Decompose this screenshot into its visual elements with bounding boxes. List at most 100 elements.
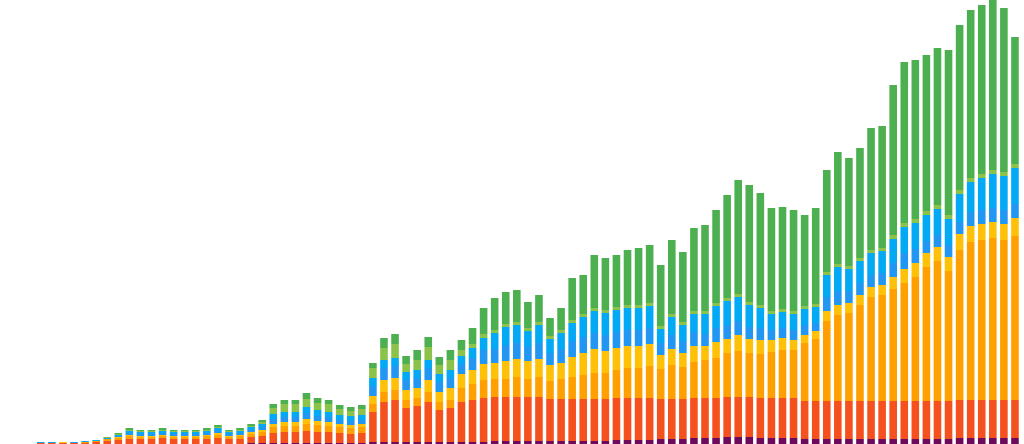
bar-segment — [380, 348, 388, 360]
bar-segment — [413, 398, 421, 406]
bar-segment — [369, 363, 377, 368]
bar-segment — [1000, 8, 1008, 172]
bar-segment — [789, 438, 798, 444]
bar-segment — [435, 442, 444, 444]
bar-segment — [845, 303, 853, 313]
bar-segment — [280, 404, 289, 412]
bar-segment — [546, 339, 554, 353]
bar-segment — [413, 350, 421, 360]
bar-segment — [623, 440, 632, 444]
bar-segment — [225, 437, 233, 439]
bar-segment — [180, 432, 189, 434]
bar-segment — [989, 238, 997, 400]
bar-segment — [435, 410, 444, 442]
bar-segment — [933, 261, 942, 401]
bar-segment — [203, 433, 211, 435]
bar-segment — [911, 60, 920, 219]
bar-segment — [479, 338, 488, 350]
bar-segment — [867, 287, 875, 297]
bar-segment — [513, 325, 521, 343]
bar-segment — [457, 340, 466, 350]
bar-segment — [568, 399, 576, 441]
bar-segment — [634, 305, 643, 308]
bar-segment — [302, 419, 311, 424]
bar-segment — [845, 158, 853, 266]
bar-segment — [457, 364, 466, 374]
bar-segment — [977, 224, 986, 240]
bar-segment — [579, 353, 588, 375]
bar-segment — [391, 334, 399, 344]
bar-segment — [656, 399, 665, 439]
bar-segment — [114, 434, 123, 435]
bar-segment — [269, 404, 278, 408]
bar-segment — [313, 425, 322, 432]
bar-segment — [856, 258, 864, 261]
bar-segment — [513, 359, 521, 377]
bar-segment — [535, 343, 543, 359]
bar-segment — [557, 308, 565, 330]
bar-segment — [269, 419, 278, 424]
bar-segment — [800, 325, 809, 335]
bar-segment — [313, 416, 322, 421]
bar-segment — [136, 437, 145, 439]
bar-segment — [114, 440, 123, 444]
bar-segment — [656, 326, 665, 329]
bar-segment — [346, 428, 355, 434]
bar-segment — [391, 378, 399, 390]
bar-segment — [313, 398, 322, 403]
bar-segment — [900, 283, 909, 401]
bar-segment — [579, 275, 588, 314]
bar-segment — [225, 432, 233, 434]
bar-segment — [369, 396, 377, 404]
bar-segment — [158, 430, 167, 431]
bar-segment — [690, 332, 698, 346]
bar-segment — [944, 271, 953, 401]
bar-segment — [966, 226, 975, 242]
bar-segment — [977, 400, 986, 438]
bar-segment — [822, 439, 831, 444]
bar-segment — [324, 412, 333, 417]
bar-segment — [413, 442, 421, 444]
bar-segment — [933, 439, 942, 444]
bar-segment — [158, 436, 167, 438]
bar-segment — [966, 10, 975, 178]
bar-segment — [989, 0, 997, 170]
bar-segment — [258, 427, 266, 430]
bar-segment — [845, 313, 853, 401]
bar-segment — [158, 435, 167, 436]
bar-segment — [446, 360, 455, 370]
bar-segment — [335, 409, 344, 415]
bar-segment — [679, 367, 687, 399]
bar-segment — [490, 441, 499, 444]
bar-segment — [966, 212, 975, 226]
bar-segment — [457, 402, 466, 442]
bar-segment — [822, 272, 831, 275]
bar-segment — [479, 364, 488, 380]
bar-segment — [612, 348, 621, 370]
bar-segment — [324, 417, 333, 422]
bar-segment — [1000, 240, 1008, 400]
bar-segment — [977, 174, 986, 178]
bar-segment — [501, 292, 510, 324]
bar-segment — [557, 399, 565, 441]
bar-segment — [557, 330, 565, 333]
bar-segment — [546, 318, 554, 336]
bar-segment — [878, 248, 886, 251]
bar-segment — [158, 433, 167, 435]
bar-segment — [889, 401, 897, 439]
bar-segment — [479, 398, 488, 442]
bar-segment — [335, 405, 344, 409]
bar-segment — [1011, 236, 1019, 400]
bar-segment — [214, 425, 222, 427]
bar-segment — [446, 350, 455, 360]
bar-segment — [402, 380, 410, 390]
bar-segment — [413, 406, 421, 442]
bar-segment — [114, 436, 123, 437]
bar-segment — [147, 432, 156, 434]
bar-segment — [169, 437, 178, 439]
bar-segment — [645, 344, 654, 366]
bar-segment — [955, 194, 964, 222]
bar-segment — [845, 401, 853, 439]
bar-segment — [623, 368, 632, 398]
bar-segment — [977, 210, 986, 224]
